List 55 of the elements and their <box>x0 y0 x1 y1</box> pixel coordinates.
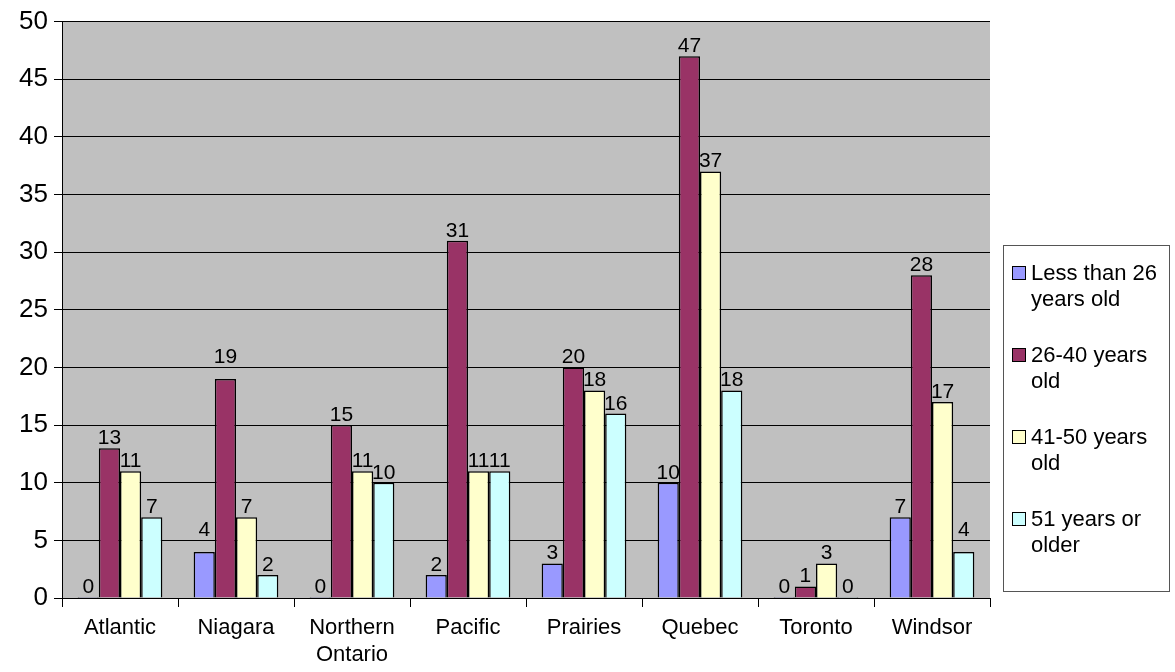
data-label: 10 <box>656 459 680 483</box>
data-label: 37 <box>698 148 723 172</box>
y-tick-label: 10 <box>19 465 48 496</box>
x-tick-label: Northern Ontario <box>309 614 395 666</box>
data-label: 4 <box>957 517 970 541</box>
data-label: 2 <box>261 551 274 575</box>
data-label: 11 <box>119 448 142 472</box>
y-tick-label: 30 <box>19 235 48 266</box>
y-tick-label: 15 <box>19 408 48 439</box>
data-label: 19 <box>213 344 238 368</box>
legend-label: 41-50 years old <box>1031 424 1149 476</box>
y-tick-label: 0 <box>33 581 48 612</box>
data-label: 16 <box>604 390 628 414</box>
data-label: 0 <box>82 574 95 597</box>
data-label: 47 <box>677 33 702 57</box>
data-label: 2 <box>430 551 443 575</box>
data-label: 4 <box>198 517 211 541</box>
legend-label: Less than 26 years old <box>1031 260 1158 312</box>
data-label: 3 <box>546 540 559 564</box>
data-label: 7 <box>894 494 907 518</box>
x-tick-label: Atlantic <box>83 614 157 640</box>
data-label: 15 <box>329 402 354 426</box>
x-tick-label: Prairies <box>546 614 622 640</box>
legend-label: 51 years or older <box>1031 506 1143 558</box>
data-label: 18 <box>582 367 607 391</box>
data-label: 1 <box>799 563 812 587</box>
legend-label: 26-40 years old <box>1031 342 1149 394</box>
y-tick-label: 45 <box>19 62 48 93</box>
y-tick-label: 40 <box>19 120 48 151</box>
data-label: 0 <box>314 574 327 597</box>
x-tick-label: Pacific <box>435 614 501 640</box>
data-label: 11 <box>467 448 490 472</box>
data-label: 28 <box>909 252 934 276</box>
y-tick-label: 25 <box>19 292 48 323</box>
y-tick-label: 20 <box>19 350 48 381</box>
data-label: 20 <box>561 344 586 368</box>
x-tick-label: Toronto <box>779 614 853 640</box>
data-label: 0 <box>778 574 791 597</box>
x-tick-label: Quebec <box>661 614 739 640</box>
y-tick-label: 5 <box>33 523 48 554</box>
data-label: 10 <box>372 459 396 483</box>
data-label: 13 <box>97 425 122 449</box>
x-tick-label: Niagara <box>197 614 276 640</box>
x-tick-label: Windsor <box>891 614 973 640</box>
data-label: 7 <box>240 494 253 518</box>
data-label: 3 <box>820 540 833 564</box>
data-label: 17 <box>930 379 955 403</box>
data-label: 31 <box>445 217 470 241</box>
data-label: 0 <box>841 574 854 597</box>
data-label: 11 <box>351 448 374 472</box>
y-tick-label: 35 <box>19 177 48 208</box>
y-tick-label: 50 <box>19 4 48 35</box>
data-label: 11 <box>488 448 511 472</box>
data-label: 7 <box>145 494 158 518</box>
data-label: 18 <box>720 367 744 391</box>
